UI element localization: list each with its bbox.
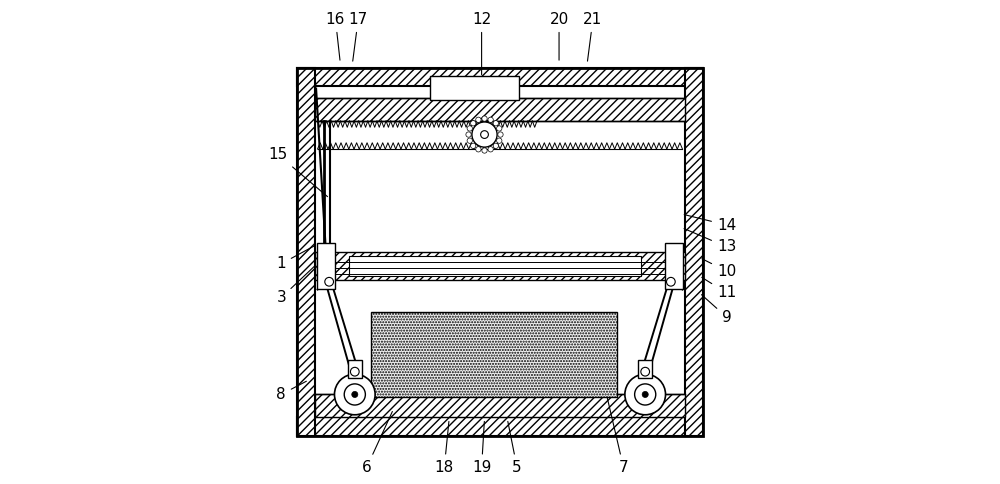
Circle shape bbox=[497, 126, 502, 131]
Circle shape bbox=[344, 384, 365, 405]
Circle shape bbox=[471, 143, 476, 149]
Circle shape bbox=[493, 121, 498, 126]
Circle shape bbox=[325, 277, 334, 286]
Circle shape bbox=[352, 392, 358, 397]
Text: 12: 12 bbox=[472, 12, 491, 75]
Text: 16: 16 bbox=[326, 12, 345, 60]
Text: 8: 8 bbox=[276, 381, 306, 402]
Bar bbox=[297, 68, 703, 86]
Bar bbox=[430, 76, 519, 100]
Circle shape bbox=[642, 392, 648, 397]
Circle shape bbox=[350, 367, 359, 376]
Circle shape bbox=[482, 116, 487, 121]
Circle shape bbox=[466, 132, 471, 137]
Text: 3: 3 bbox=[276, 266, 315, 305]
Bar bbox=[297, 68, 315, 436]
Circle shape bbox=[476, 117, 481, 122]
Text: 21: 21 bbox=[583, 12, 603, 61]
Circle shape bbox=[334, 374, 375, 415]
Bar bbox=[315, 98, 685, 121]
Circle shape bbox=[498, 132, 503, 137]
Text: 18: 18 bbox=[435, 422, 454, 474]
Text: 19: 19 bbox=[472, 422, 491, 474]
Bar bbox=[315, 252, 685, 280]
Bar bbox=[297, 417, 703, 436]
Circle shape bbox=[467, 138, 472, 143]
Text: 10: 10 bbox=[702, 259, 736, 278]
Circle shape bbox=[472, 122, 497, 147]
Bar bbox=[315, 86, 685, 417]
Circle shape bbox=[488, 147, 493, 152]
Circle shape bbox=[625, 374, 666, 415]
Text: 6: 6 bbox=[362, 411, 392, 474]
Text: 15: 15 bbox=[269, 148, 328, 197]
Circle shape bbox=[471, 121, 476, 126]
Circle shape bbox=[666, 277, 675, 286]
Text: 17: 17 bbox=[349, 12, 368, 61]
Text: 1: 1 bbox=[276, 246, 315, 271]
Circle shape bbox=[493, 143, 498, 149]
Bar bbox=[685, 68, 703, 436]
Circle shape bbox=[481, 131, 488, 138]
Bar bbox=[371, 312, 617, 397]
Circle shape bbox=[497, 138, 502, 143]
Text: 7: 7 bbox=[607, 397, 628, 474]
Circle shape bbox=[476, 147, 481, 152]
Text: 14: 14 bbox=[684, 214, 736, 232]
Bar bbox=[315, 394, 685, 417]
Circle shape bbox=[641, 367, 650, 376]
Circle shape bbox=[488, 117, 493, 122]
Text: 13: 13 bbox=[684, 228, 736, 254]
Circle shape bbox=[467, 126, 472, 131]
Text: 5: 5 bbox=[508, 422, 522, 474]
Bar bbox=[317, 243, 335, 288]
Bar bbox=[297, 68, 703, 436]
Circle shape bbox=[635, 384, 656, 405]
Text: 9: 9 bbox=[701, 295, 731, 324]
Text: 20: 20 bbox=[549, 12, 569, 60]
Bar bbox=[638, 360, 652, 378]
Text: 11: 11 bbox=[702, 277, 736, 300]
Bar bbox=[349, 256, 641, 276]
Circle shape bbox=[482, 148, 487, 153]
Bar bbox=[665, 243, 683, 288]
Bar bbox=[348, 360, 362, 378]
